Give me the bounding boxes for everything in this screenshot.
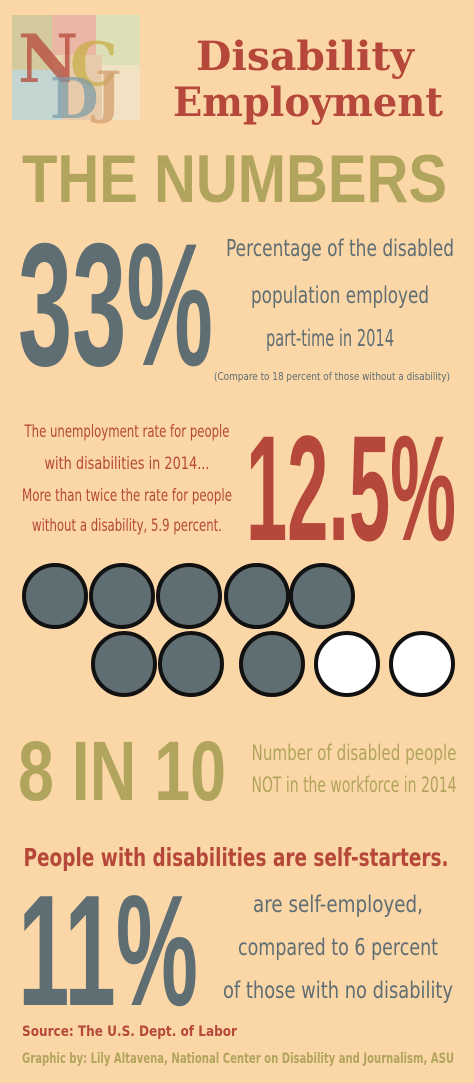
stat-text: are self-employed, [253,892,423,918]
stat-text: part-time in 2014 [266,326,394,352]
logo-tile [96,15,140,65]
credit: Graphic by: Lily Altavena, National Cent… [22,1051,454,1067]
stat-text: Number of disabled people [252,741,457,765]
big-figure: 12.5% [246,404,456,572]
stat-text: NOT in the workforce in 2014 [252,773,457,797]
title-line: Employment [173,79,443,126]
big-figure: 8 IN 10 [18,724,226,818]
source: Source: The U.S. Dept. of Labor [22,1024,237,1040]
logo-tile [62,55,102,120]
logo-letter: D [50,66,99,132]
circle-filled [22,563,88,629]
stat-text: compared to 6 percent [238,935,438,961]
stat-text: of those with no disability [223,978,453,1004]
logo-tile [12,15,52,70]
stat-text: More than twice the rate for people [22,486,232,506]
logo-tile [102,65,140,120]
logo: N C D J [12,15,140,132]
stat-text: Percentage of the disabled [226,236,454,262]
stat-text: with disabilities in 2014... [45,454,210,474]
circle-icons [22,563,455,697]
logo-letter: N [18,20,78,98]
stat-text: The unemployment rate for people [24,422,230,442]
circle-filled [158,631,224,697]
subtitle: THE NUMBERS [22,141,447,217]
circle-filled [156,563,222,629]
big-figure: 11% [18,863,198,1039]
logo-tile [12,70,62,120]
section-heading: People with disabilities are self-starte… [24,843,449,872]
circle-filled [224,563,290,629]
circle-filled [289,563,355,629]
stat-note: (Compare to 18 percent of those without … [214,370,450,383]
logo-tile [52,15,96,55]
big-figure: 33% [18,208,213,403]
circle-filled [239,631,305,697]
title-line: Disability [196,33,416,80]
logo-letter: J [90,60,122,126]
circle-empty [314,631,380,697]
circle-filled [91,631,157,697]
stat-text: without a disability, 5.9 percent. [32,516,222,536]
circle-empty [389,631,455,697]
logo-letter: C [70,30,118,100]
stat-text: population employed [251,283,429,309]
circle-filled [89,563,155,629]
